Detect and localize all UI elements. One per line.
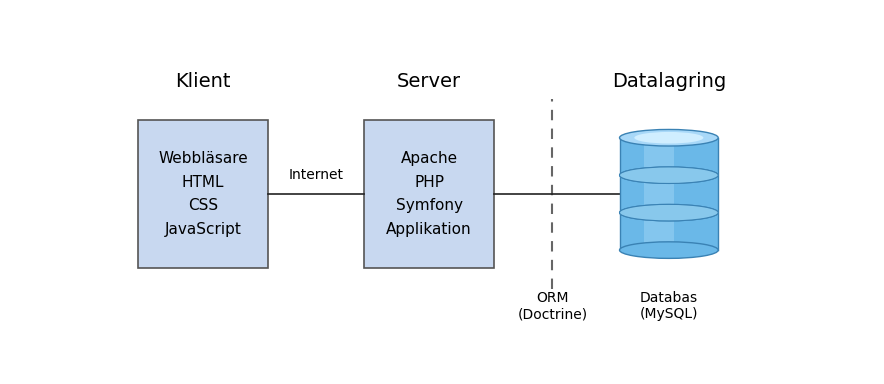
Ellipse shape: [620, 129, 718, 146]
FancyBboxPatch shape: [138, 120, 268, 268]
Ellipse shape: [620, 242, 718, 258]
Polygon shape: [620, 175, 718, 213]
Polygon shape: [644, 175, 674, 213]
Text: Internet: Internet: [288, 168, 344, 182]
FancyBboxPatch shape: [364, 120, 494, 268]
Polygon shape: [644, 213, 674, 250]
Text: ORM
(Doctrine): ORM (Doctrine): [517, 291, 588, 321]
Polygon shape: [644, 138, 674, 175]
Text: Datalagring: Datalagring: [612, 72, 726, 91]
Text: Server: Server: [397, 72, 461, 91]
Ellipse shape: [620, 167, 718, 184]
Ellipse shape: [620, 204, 718, 221]
Ellipse shape: [620, 167, 718, 184]
Text: Databas
(MySQL): Databas (MySQL): [640, 291, 698, 321]
Polygon shape: [620, 138, 718, 175]
Ellipse shape: [620, 204, 718, 221]
Polygon shape: [620, 213, 718, 250]
Text: Klient: Klient: [175, 72, 231, 91]
Ellipse shape: [635, 132, 704, 144]
Text: Apache
PHP
Symfony
Applikation: Apache PHP Symfony Applikation: [386, 151, 472, 237]
Text: Webbläsare
HTML
CSS
JavaScript: Webbläsare HTML CSS JavaScript: [158, 151, 248, 237]
